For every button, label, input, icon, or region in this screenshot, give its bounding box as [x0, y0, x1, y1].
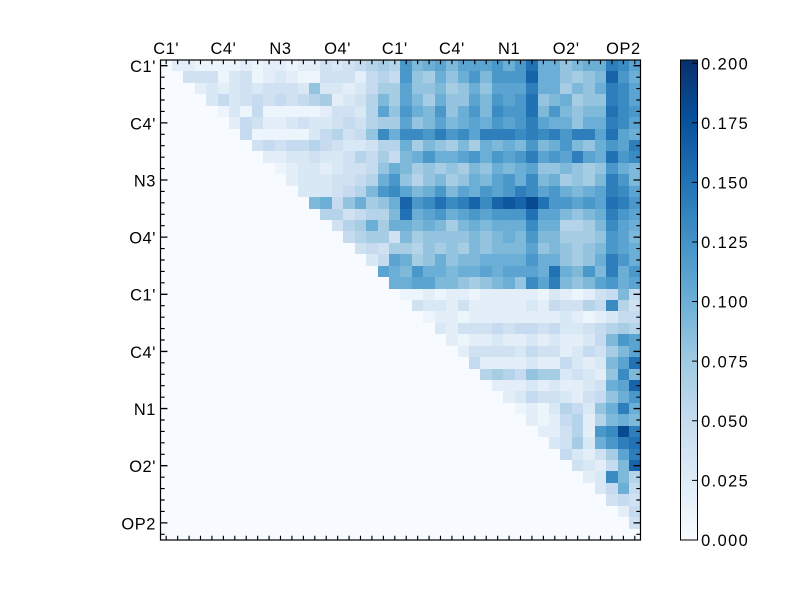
svg-text:C4': C4'	[130, 115, 156, 133]
svg-text:N3: N3	[134, 172, 156, 190]
svg-text:OP2: OP2	[606, 40, 641, 58]
svg-text:C1': C1'	[153, 40, 179, 58]
svg-text:O4': O4'	[129, 230, 156, 248]
svg-text:0.050: 0.050	[701, 413, 749, 431]
svg-text:C4': C4'	[130, 344, 156, 362]
svg-text:C1': C1'	[130, 287, 156, 305]
svg-text:0.075: 0.075	[701, 353, 749, 371]
svg-text:C4': C4'	[439, 40, 465, 58]
svg-text:O4': O4'	[324, 40, 351, 58]
svg-text:N3: N3	[269, 40, 291, 58]
svg-text:0.025: 0.025	[701, 473, 749, 491]
svg-text:0.150: 0.150	[701, 175, 749, 193]
svg-text:0.200: 0.200	[701, 55, 749, 73]
svg-text:O2': O2'	[553, 40, 580, 58]
svg-text:OP2: OP2	[121, 515, 156, 533]
svg-text:0.000: 0.000	[701, 532, 749, 550]
svg-text:C1': C1'	[130, 58, 156, 76]
svg-text:O2': O2'	[129, 458, 156, 476]
svg-text:N1: N1	[498, 40, 520, 58]
svg-text:C1': C1'	[382, 40, 408, 58]
svg-text:N1: N1	[134, 401, 156, 419]
svg-text:0.125: 0.125	[701, 234, 749, 252]
svg-text:0.100: 0.100	[701, 294, 749, 312]
svg-text:C4': C4'	[210, 40, 236, 58]
svg-text:0.175: 0.175	[701, 115, 749, 133]
